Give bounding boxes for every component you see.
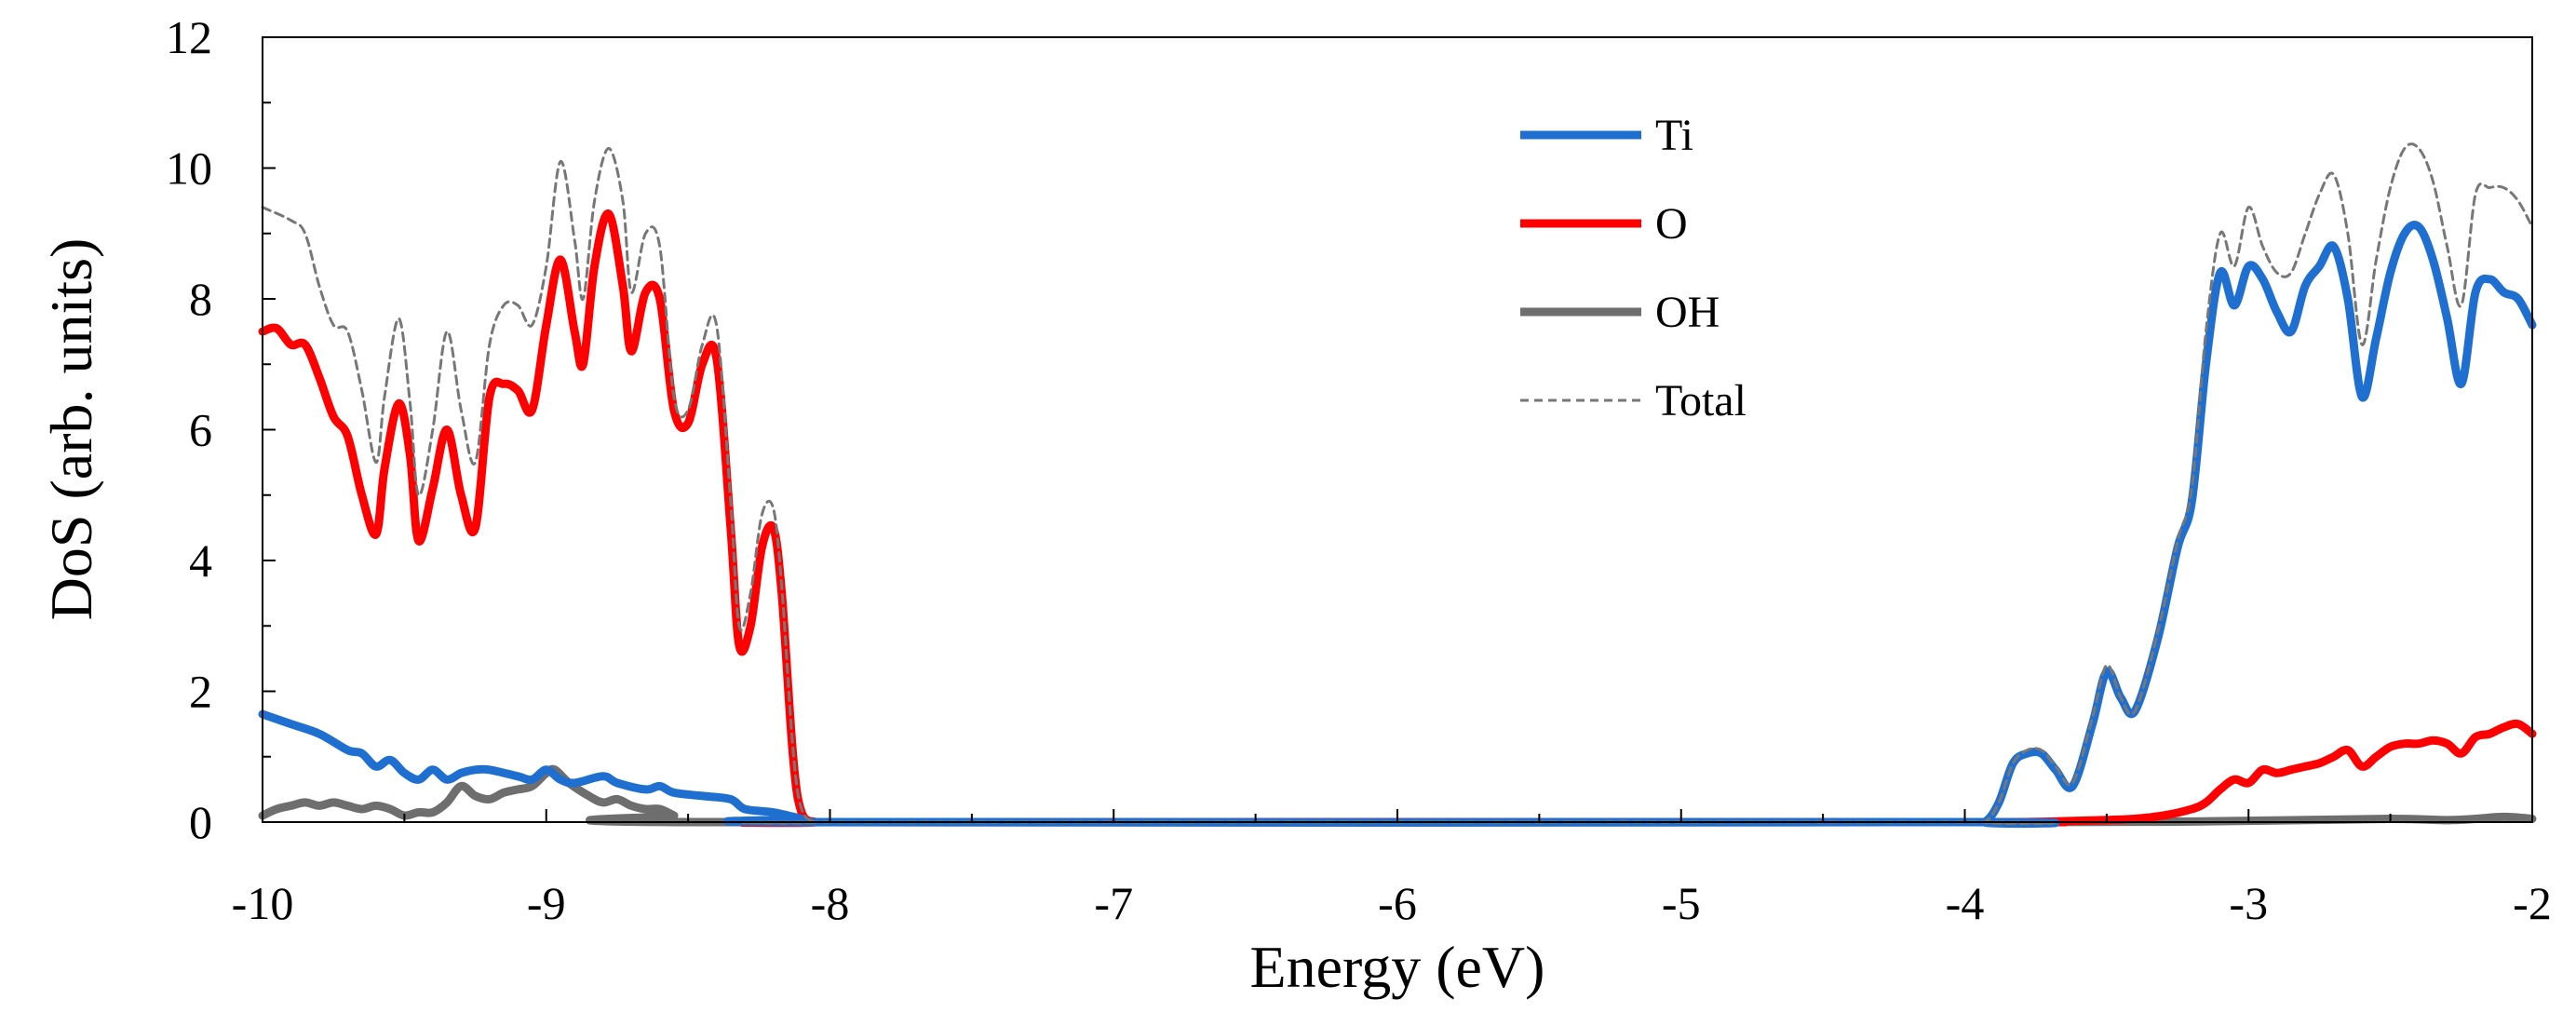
x-tick-labels: -10 -9 -8 -7 -6 -5 -4 -3 -2 bbox=[232, 877, 2552, 929]
x-tick-label: -5 bbox=[1662, 877, 1701, 929]
y-tick-label: 2 bbox=[189, 666, 212, 718]
series-line-ti bbox=[258, 221, 2537, 829]
legend-item-oh: OH bbox=[1520, 288, 1720, 337]
y-tick-labels: 0 2 4 6 8 10 12 bbox=[166, 11, 212, 848]
x-tick-label: -7 bbox=[1094, 877, 1133, 929]
x-tick-label: -6 bbox=[1378, 877, 1417, 929]
legend-item-o: O bbox=[1520, 199, 1688, 249]
axis-ticks bbox=[262, 36, 2533, 823]
x-tick-label: -3 bbox=[2229, 877, 2268, 929]
y-tick-label: 0 bbox=[189, 796, 212, 848]
x-tick-label: -4 bbox=[1946, 877, 1985, 929]
legend-label: Ti bbox=[1655, 111, 1693, 160]
y-tick-label: 6 bbox=[189, 404, 212, 456]
y-tick-label: 12 bbox=[166, 11, 212, 63]
x-tick-label: -9 bbox=[527, 877, 566, 929]
x-axis-title: Energy (eV) bbox=[1250, 934, 1545, 1000]
legend: Ti O OH Total bbox=[1520, 111, 1747, 425]
legend-label: O bbox=[1655, 199, 1688, 249]
legend-item-total: Total bbox=[1520, 376, 1747, 425]
legend-label: Total bbox=[1655, 376, 1747, 425]
legend-item-ti: Ti bbox=[1520, 111, 1693, 160]
x-tick-label: -8 bbox=[811, 877, 850, 929]
y-axis-title: DoS (arb. units) bbox=[38, 238, 104, 621]
y-tick-label: 4 bbox=[189, 534, 212, 587]
y-tick-label: 8 bbox=[189, 273, 212, 325]
series-line-o bbox=[258, 209, 2537, 828]
legend-label: OH bbox=[1655, 288, 1720, 337]
x-tick-label: -10 bbox=[232, 877, 294, 929]
x-tick-label: -2 bbox=[2513, 877, 2552, 929]
y-tick-label: 10 bbox=[166, 142, 212, 195]
